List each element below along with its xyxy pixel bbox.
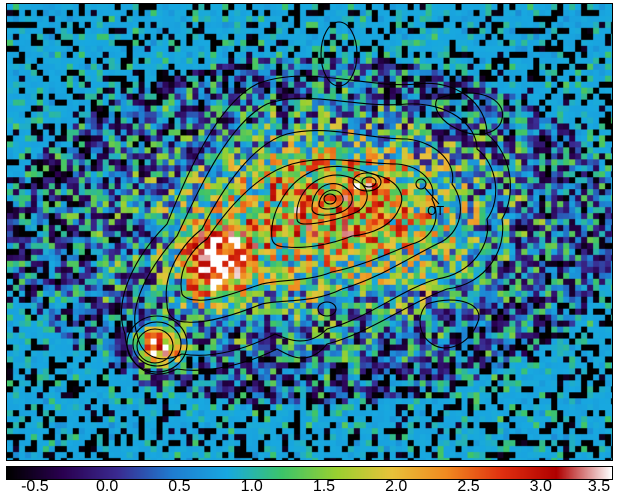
colorbar [6, 466, 613, 480]
colorbar-tick-label: 3.5 [587, 478, 611, 495]
colorbar-tick-label: 1.0 [240, 478, 263, 495]
contour-7 [311, 183, 353, 216]
contour-ot-ring [415, 178, 427, 190]
contour-3 [165, 130, 461, 323]
contour-peak [323, 193, 337, 205]
contour-5 [271, 165, 403, 248]
contour-ring-3 [136, 328, 174, 364]
contour-small-blob [317, 301, 337, 317]
colorbar-tick-label: 2.0 [385, 478, 408, 495]
contour-ring-2 [132, 321, 182, 367]
contour-top-blob [320, 21, 358, 87]
colorbar-tick-label: 1.5 [312, 478, 336, 495]
ot-pointer [424, 187, 440, 205]
contour-outer [120, 75, 511, 375]
colorbar-tick-label: 0.0 [96, 478, 119, 495]
contour-southeast [419, 299, 480, 349]
contour-8 [318, 189, 344, 210]
contour-overlay [120, 21, 511, 375]
intensity-map [7, 4, 612, 460]
colorbar-tick-label: 2.5 [457, 478, 480, 495]
contour-east [435, 92, 504, 135]
colorbar-tick-label: -0.5 [21, 478, 49, 495]
image-frame: OT [6, 3, 613, 461]
colorbar-tick-label: 0.5 [168, 478, 191, 495]
colorbar-tick-label: 3.0 [529, 478, 552, 495]
contour-knot [352, 172, 382, 192]
contour-ring-1 [126, 315, 188, 373]
colorbar-ticks: -0.5 0.0 0.5 1.0 1.5 2.0 2.5 3.0 3.5 [6, 478, 613, 502]
ot-annotation: OT [427, 204, 444, 218]
contour-knot-inner [361, 176, 377, 188]
contour-4 [180, 159, 437, 301]
contour-6 [296, 174, 368, 225]
contour-2 [134, 97, 497, 360]
